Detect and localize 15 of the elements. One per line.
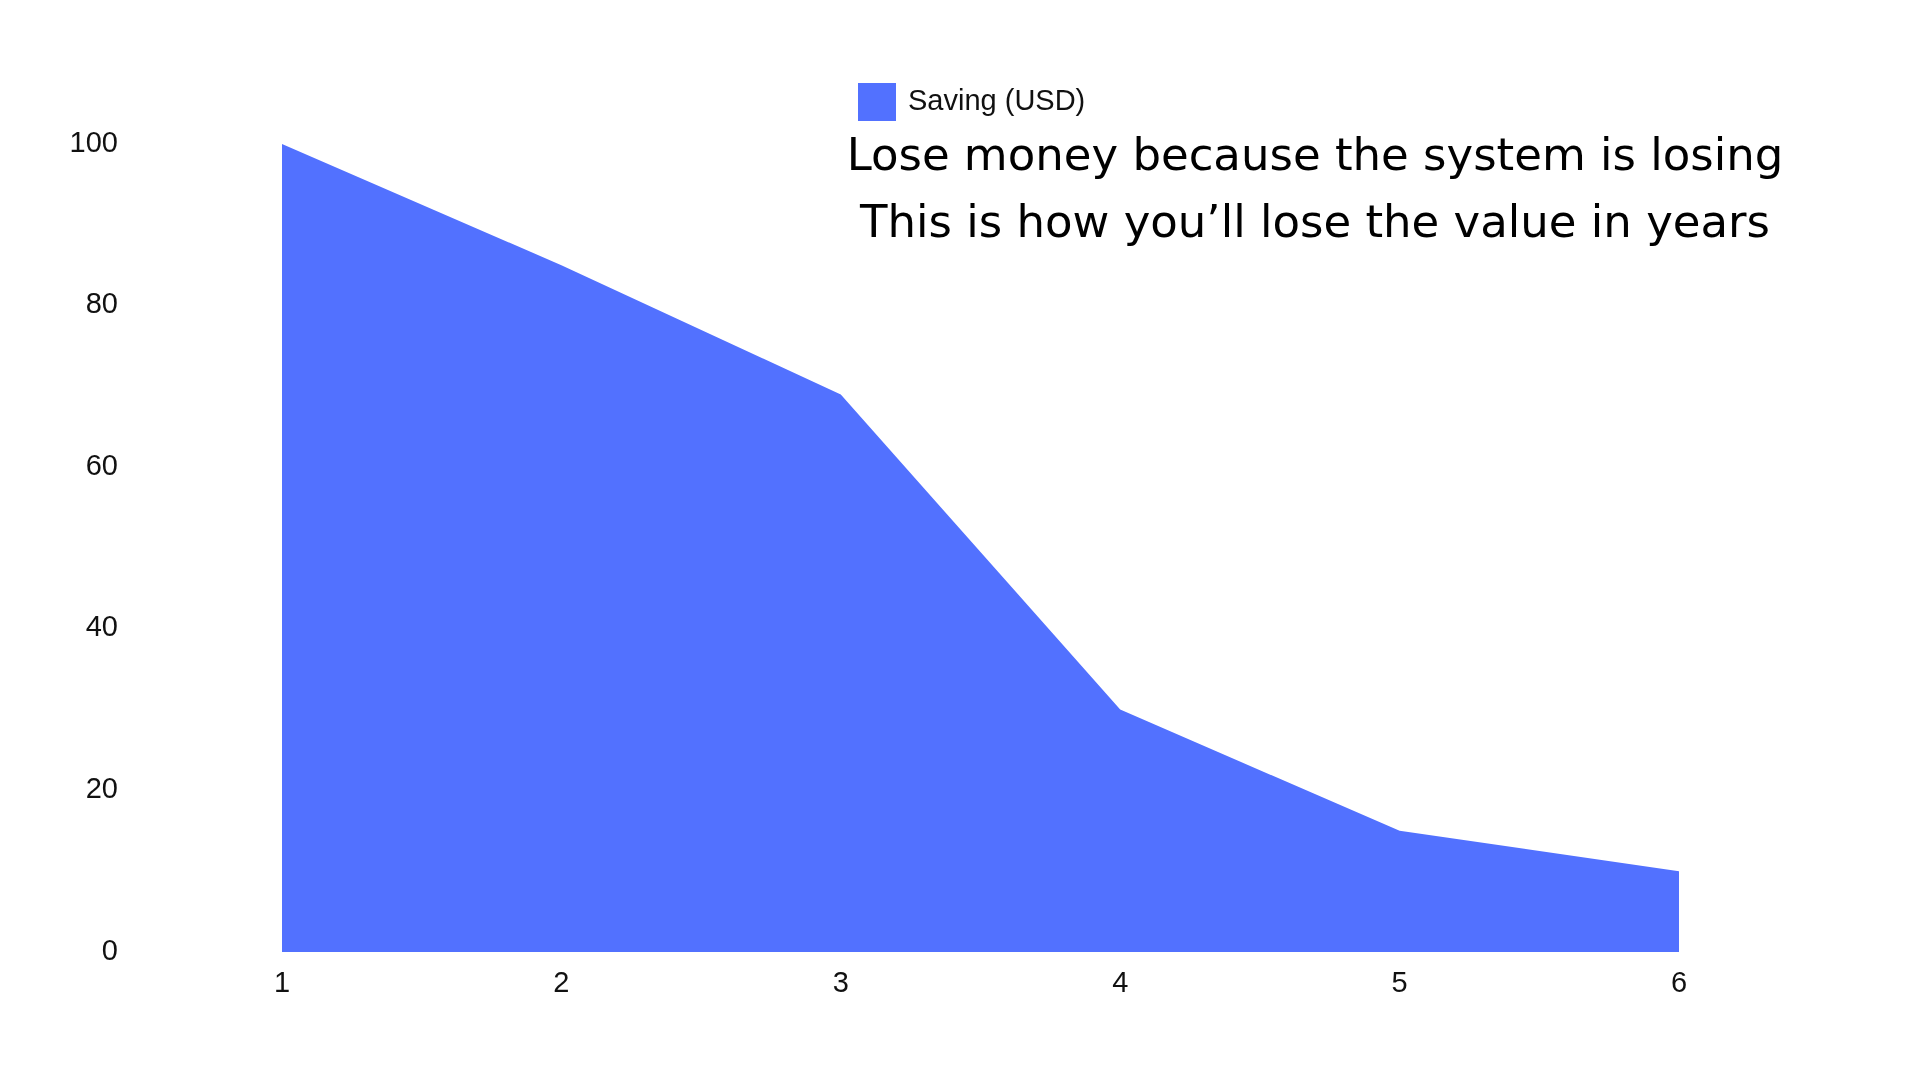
y-tick-label: 40 (85, 610, 118, 643)
x-tick-label: 1 (273, 965, 291, 998)
x-tick-label: 5 (1391, 965, 1408, 998)
x-tick-label: 4 (1112, 965, 1129, 998)
x-tick-label: 2 (553, 965, 570, 998)
y-tick-label: 20 (85, 772, 118, 805)
x-tick-label: 6 (1670, 965, 1688, 998)
y-tick-label: 100 (69, 125, 118, 158)
text: This is how you’ll lose the value in years (859, 195, 1770, 248)
legend-label: Saving (USD) (908, 83, 1086, 116)
y-tick-label: 60 (85, 448, 118, 481)
chart-title: Lose money because the system is losing (846, 128, 1784, 181)
x-tick-label: 3 (832, 965, 849, 998)
y-tick-label: 80 (85, 287, 118, 320)
y-tick-label: 0 (101, 933, 118, 966)
